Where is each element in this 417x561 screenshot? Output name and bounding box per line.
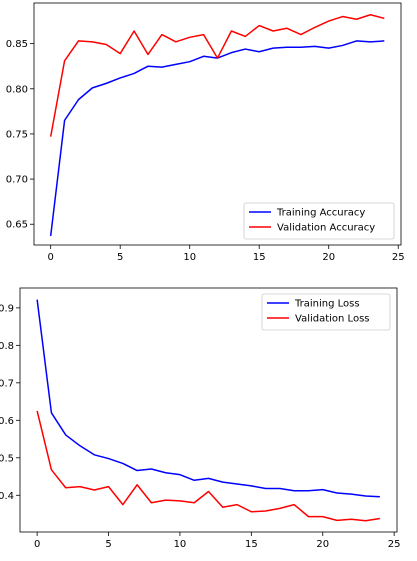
- y-tick-label: 0.7: [0, 378, 14, 389]
- y-tick-label: 0.8: [0, 341, 14, 352]
- legend-label: Validation Loss: [295, 314, 370, 325]
- y-tick-label: 0.80: [6, 84, 28, 95]
- legend-label: Validation Accuracy: [277, 223, 375, 234]
- x-tick-label: 15: [245, 539, 258, 550]
- x-tick-label: 20: [322, 252, 335, 263]
- legend: [261, 293, 391, 331]
- y-tick-label: 0.85: [6, 39, 28, 50]
- series-line-validation: [49, 13, 385, 137]
- x-tick-label: 0: [34, 539, 40, 550]
- series-line-validation: [36, 410, 380, 522]
- x-tick-label: 25: [388, 539, 401, 550]
- x-tick-label: 25: [392, 252, 405, 263]
- y-tick-label: 0.70: [6, 175, 28, 186]
- y-tick-label: 0.9: [0, 303, 14, 314]
- x-tick-label: 10: [174, 539, 187, 550]
- accuracy-chart: 0 5 10 15 20 25 0.65 0.70 0.75 0.80 0.85 Training A…: [6, 2, 405, 263]
- y-tick-label: 0.65: [6, 220, 28, 231]
- y-tick-label: 0.5: [0, 453, 14, 464]
- legend: [243, 202, 395, 240]
- x-tick-label: 0: [47, 252, 53, 263]
- plot-frame: [33, 2, 402, 246]
- x-tick-label: 5: [117, 252, 123, 263]
- x-tick-label: 10: [183, 252, 196, 263]
- legend-label: Training Accuracy: [276, 208, 365, 219]
- plot-frame: [19, 287, 398, 533]
- legend-label: Training Loss: [294, 299, 360, 310]
- x-tick-label: 15: [253, 252, 266, 263]
- y-tick-label: 0.4: [0, 491, 14, 502]
- x-tick-label: 20: [316, 539, 329, 550]
- y-tick-label: 0.75: [6, 129, 28, 140]
- x-tick-label: 5: [105, 539, 111, 550]
- y-tick-label: 0.6: [0, 416, 14, 427]
- loss-chart: 0 5 10 15 20 25 0.4 0.5 0.6 0.7 0.8 0.9 Training Los…: [0, 287, 401, 550]
- series-line-training: [36, 299, 380, 498]
